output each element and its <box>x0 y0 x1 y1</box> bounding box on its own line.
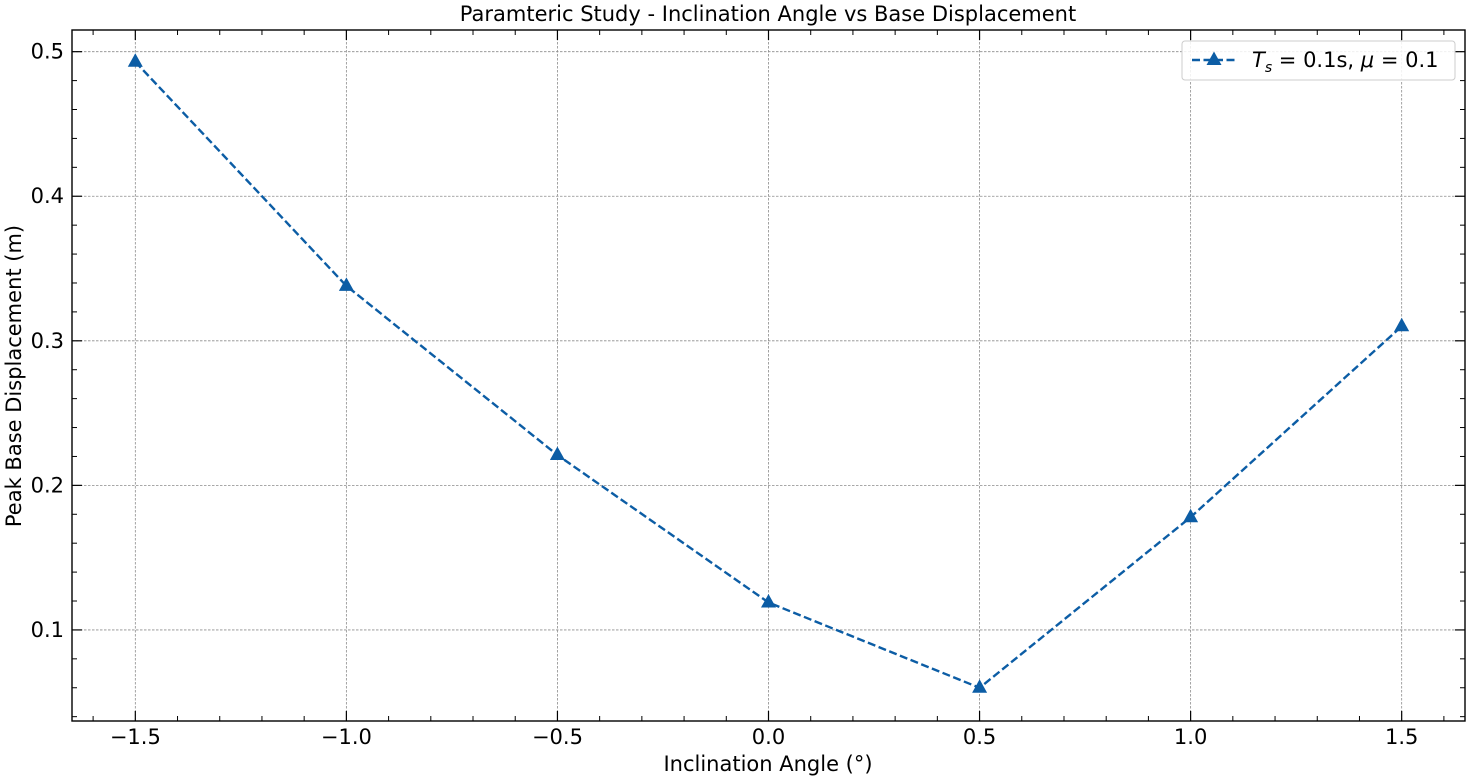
data-point <box>549 446 565 460</box>
y-tick-label: 0.5 <box>31 40 64 64</box>
y-tick-label: 0.1 <box>31 618 64 642</box>
y-axis-label: Peak Base Displacement (m) <box>2 225 26 527</box>
legend-ts-value: = 0.1s, <box>1272 48 1361 72</box>
legend-t-symbol: T <box>1252 48 1267 72</box>
legend-marker <box>1206 51 1222 65</box>
y-tick-label: 0.4 <box>31 184 64 208</box>
legend-label: Ts = 0.1s, μ = 0.1 <box>1252 48 1438 76</box>
legend-box <box>1181 40 1456 81</box>
data-point <box>1394 317 1410 332</box>
series-layer <box>127 53 1410 693</box>
data-point <box>1183 508 1199 523</box>
legend-mu-value: = 0.1 <box>1374 48 1438 72</box>
ticks <box>72 30 1465 721</box>
data-point <box>127 53 143 67</box>
x-tick-label: 1.5 <box>1385 725 1418 749</box>
chart-title: Paramteric Study - Inclination Angle vs … <box>460 2 1076 26</box>
data-point <box>761 594 776 608</box>
x-tick-label: −1.5 <box>110 725 161 749</box>
x-tick-label: 0.5 <box>963 725 996 749</box>
data-point <box>972 679 988 693</box>
x-tick-label: −1.0 <box>321 725 372 749</box>
x-axis-label: Inclination Angle (°) <box>663 752 872 776</box>
data-point <box>338 277 354 291</box>
legend-t-subscript: s <box>1265 60 1272 76</box>
y-tick-labels: 0.1 0.2 0.3 0.4 0.5 <box>31 40 64 642</box>
x-tick-labels: −1.5 −1.0 −0.5 0.0 0.5 1.0 1.5 <box>110 725 1419 749</box>
x-tick-label: −0.5 <box>532 725 583 749</box>
legend-mu-symbol: μ <box>1360 48 1374 72</box>
y-tick-label: 0.3 <box>31 329 64 353</box>
legend: Ts = 0.1s, μ = 0.1 <box>1181 40 1456 81</box>
x-tick-label: 0.0 <box>752 725 785 749</box>
x-tick-label: 1.0 <box>1174 725 1207 749</box>
y-tick-label: 0.2 <box>31 473 64 497</box>
